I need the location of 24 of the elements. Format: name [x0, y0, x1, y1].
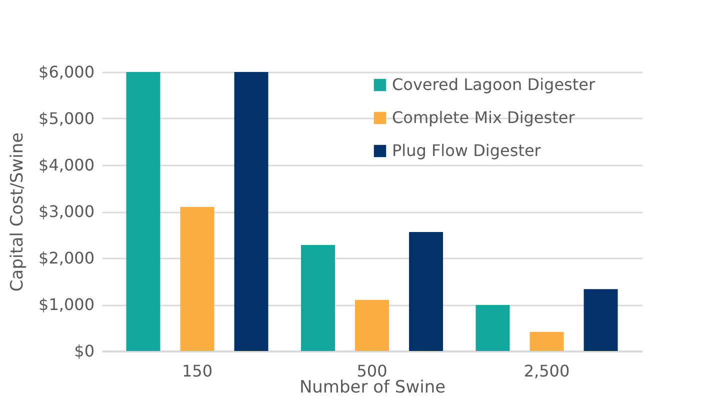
bar: [355, 300, 389, 351]
legend-label: Plug Flow Digester: [392, 141, 542, 160]
bar: [530, 332, 564, 351]
legend-label: Complete Mix Digester: [392, 108, 576, 127]
bar: [180, 206, 214, 351]
x-tick-label: 150: [182, 362, 213, 380]
x-tick-label: 500: [356, 362, 388, 380]
x-tick-label: 2,500: [524, 362, 570, 380]
bar: [409, 232, 444, 351]
y-tick-label: $4,000: [38, 156, 94, 174]
y-tick-label: $6,000: [38, 62, 94, 82]
y-tick-label: $2,000: [38, 248, 94, 268]
y-tick-label: $5,000: [38, 109, 94, 128]
bar: [234, 72, 268, 351]
bar: [476, 304, 510, 351]
bar: [126, 72, 160, 351]
legend-label: Covered Lagoon Digester: [392, 75, 596, 94]
y-axis-title: Capital Cost/Swine: [8, 132, 28, 292]
bar: [300, 244, 335, 351]
y-tick-label: $3,000: [38, 202, 94, 221]
y-tick-label: $1,000: [38, 295, 94, 314]
bar: [584, 289, 618, 351]
x-axis-title: Number of Swine: [299, 378, 446, 398]
y-tick-label: $0: [74, 342, 94, 360]
